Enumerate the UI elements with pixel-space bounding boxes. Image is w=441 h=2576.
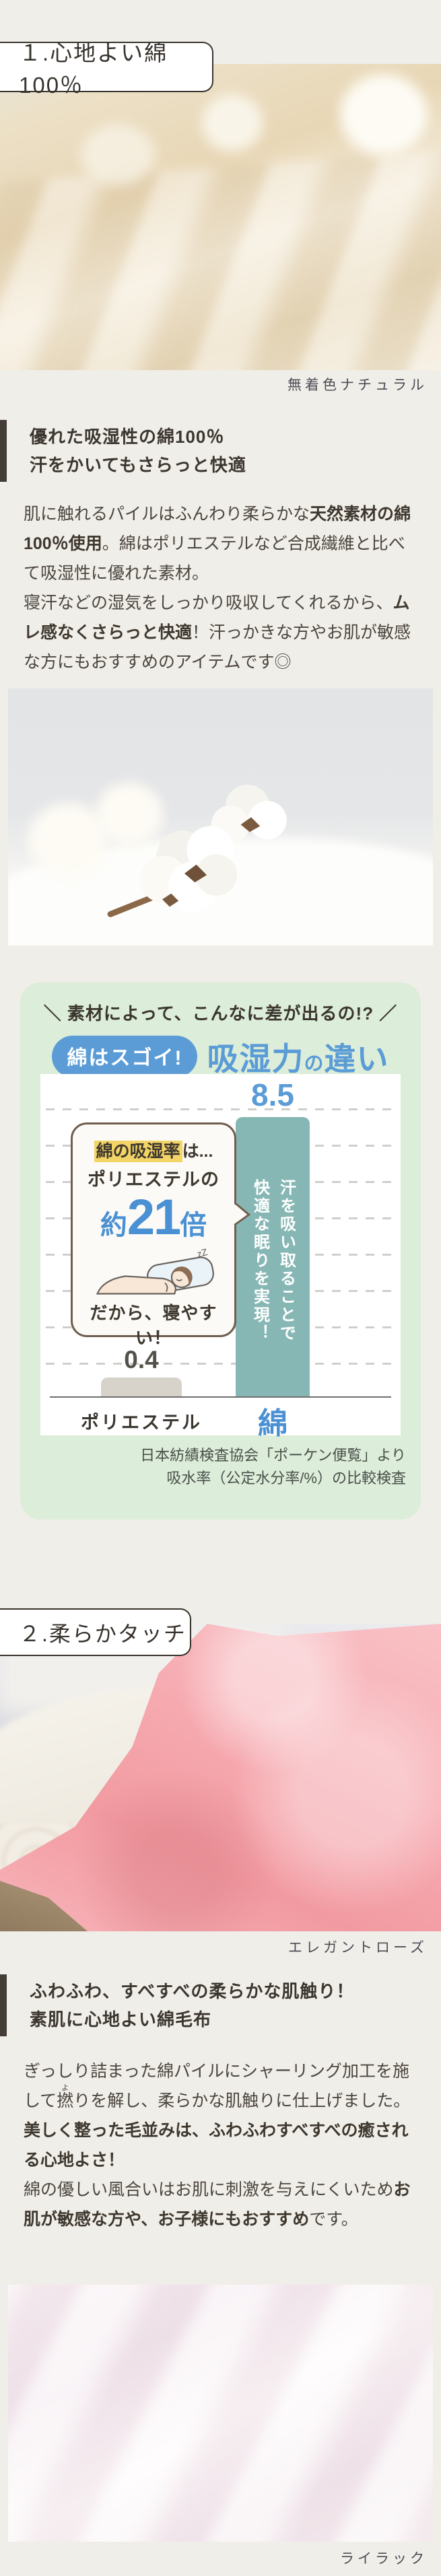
gridline <box>46 1363 395 1365</box>
bar-polyester <box>101 1378 182 1396</box>
card-top-title: ＼ 素材によって、こんなに差が出るの!? ／ <box>43 1003 398 1024</box>
highlighted-text: 綿の吸湿率 <box>94 1141 182 1162</box>
cotton-ball-decor <box>96 783 163 847</box>
section1-body: 肌に触れるパイルはふんわり柔らかな天然素材の綿100％使用。綿はポリエステルなど… <box>24 505 411 672</box>
heading-line: 素肌に心地よい綿毛布 <box>30 2009 212 2030</box>
section1-heading: 優れた吸湿性の綿100％ 汗をかいてもさらっと快適 <box>0 420 246 482</box>
bar-cotton-caption: 汗を吸い取ることで 快適な眠りを実現！ <box>250 1179 296 1343</box>
value-cotton: 8.5 <box>251 1077 294 1112</box>
section2-heading: ふわふわ、すべすべの柔らかな肌触り！ 素肌に心地よい綿毛布 <box>0 1974 354 2036</box>
photo-pink-blanket-bed <box>0 1624 441 1931</box>
speech-bubble: 綿の吸湿率 は... ポリエステルの 約21倍 zZ だから、寝やすい！ <box>71 1122 236 1348</box>
section1-label: １.心地よい綿100％ <box>19 40 168 98</box>
bubble-tagline: だから、寝やすい！ <box>90 1303 217 1348</box>
photo-cotton-flowers <box>8 688 433 945</box>
heading-line: 優れた吸湿性の綿100％ <box>30 427 225 447</box>
photo-caption-lilac: ライラック <box>340 2550 428 2567</box>
zzz-text: zZ <box>196 1246 209 1260</box>
heading-line: 汗をかいてもさらっと快適 <box>30 455 246 475</box>
bubble-line1: 綿の吸湿率 は... <box>73 1138 234 1162</box>
chart-source-note: 日本紡績検査協会「ポーケン便覧」より 吸水率（公定水分率/%）の比較検査 <box>140 1447 406 1487</box>
cotton-sugoi-pill: 綿はスゴイ! <box>52 1035 198 1077</box>
cotton-ball-decor <box>340 74 428 155</box>
cotton-ball-decor <box>202 94 263 151</box>
heading-line: ふわふわ、すべすべの柔らかな肌触り！ <box>30 1981 355 2001</box>
hygroscopicity-bar-chart: 汗を吸い取ることで 快適な眠りを実現！ 8.5 0.4 ポリエステル 綿 綿の吸… <box>40 1074 401 1440</box>
section1-label-box: １.心地よい綿100％ <box>0 40 213 98</box>
xlabel-cotton: 綿 <box>258 1407 287 1440</box>
photo-caption-natural: 無着色ナチュラル <box>287 377 428 393</box>
sleeping-person-illustration: zZ <box>96 1246 214 1295</box>
bubble-line2: ポリエステルの <box>88 1170 219 1190</box>
card-big-title: 吸湿力の違い <box>207 1041 389 1077</box>
section2-label: ２.柔らかタッチ <box>19 1621 186 1646</box>
photo-lilac-fabric <box>8 2285 433 2542</box>
gridline <box>46 1108 395 1110</box>
fabric-fold-decor <box>0 144 441 370</box>
fabric-sheen-decor <box>8 2285 433 2542</box>
section2-body: ぎっしり詰まった綿パイルにシャーリング加工を施して撚よりを解し、柔らかな肌触りに… <box>24 2062 411 2229</box>
xlabel-polyester: ポリエステル <box>81 1412 202 1433</box>
cotton-ball-decor <box>81 124 155 185</box>
x-axis <box>50 1396 391 1398</box>
cotton-branch-illustration <box>107 785 287 917</box>
photo-natural-cream-fabric <box>0 64 441 370</box>
card-title-row: 綿はスゴイ! 吸湿力の違い <box>20 1033 421 1079</box>
photo-caption-elegant-rose: エレガントローズ <box>288 1939 428 1956</box>
bar-cotton: 汗を吸い取ることで 快適な眠りを実現！ <box>236 1117 310 1396</box>
section2-label-box: ２.柔らかタッチ <box>0 1608 191 1656</box>
value-polyester: 0.4 <box>124 1346 159 1373</box>
times-21: 約21倍 <box>100 1189 207 1245</box>
hygroscopicity-card: ＼ 素材によって、こんなに差が出るの!? ／ 綿はスゴイ! 吸湿力の違い 汗を吸… <box>20 982 421 1519</box>
